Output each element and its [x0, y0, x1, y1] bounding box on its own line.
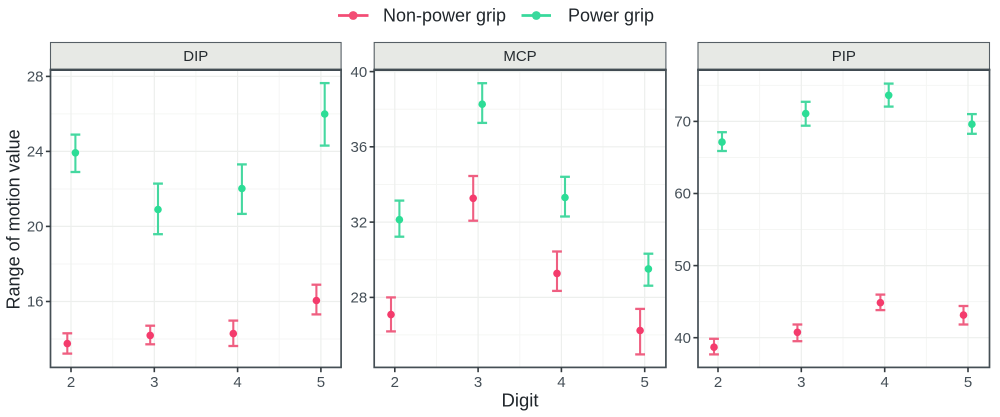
- svg-text:36: 36: [351, 139, 368, 156]
- svg-text:40: 40: [674, 330, 691, 347]
- svg-text:2: 2: [67, 374, 75, 391]
- svg-text:20: 20: [27, 219, 44, 236]
- svg-text:Range of motion value: Range of motion value: [4, 129, 24, 309]
- svg-text:70: 70: [674, 114, 691, 131]
- svg-text:2: 2: [391, 374, 399, 391]
- svg-text:28: 28: [27, 69, 44, 86]
- svg-text:3: 3: [150, 374, 158, 391]
- svg-text:50: 50: [674, 258, 691, 275]
- svg-text:4: 4: [557, 374, 565, 391]
- svg-text:60: 60: [674, 186, 691, 203]
- svg-text:24: 24: [27, 144, 44, 161]
- svg-text:32: 32: [351, 214, 368, 231]
- svg-text:Digit: Digit: [501, 390, 538, 411]
- svg-text:PIP: PIP: [832, 48, 856, 65]
- svg-text:Non-power grip: Non-power grip: [383, 6, 506, 26]
- svg-text:4: 4: [881, 374, 889, 391]
- svg-text:2: 2: [714, 374, 722, 391]
- svg-text:4: 4: [233, 374, 241, 391]
- svg-text:DIP: DIP: [183, 48, 208, 65]
- svg-text:3: 3: [474, 374, 482, 391]
- svg-text:28: 28: [351, 290, 368, 307]
- svg-text:5: 5: [641, 374, 649, 391]
- svg-text:MCP: MCP: [503, 48, 536, 65]
- svg-text:3: 3: [797, 374, 805, 391]
- svg-text:5: 5: [964, 374, 972, 391]
- svg-text:5: 5: [317, 374, 325, 391]
- svg-text:16: 16: [27, 294, 44, 311]
- svg-text:40: 40: [351, 64, 368, 81]
- svg-text:Power grip: Power grip: [568, 6, 654, 26]
